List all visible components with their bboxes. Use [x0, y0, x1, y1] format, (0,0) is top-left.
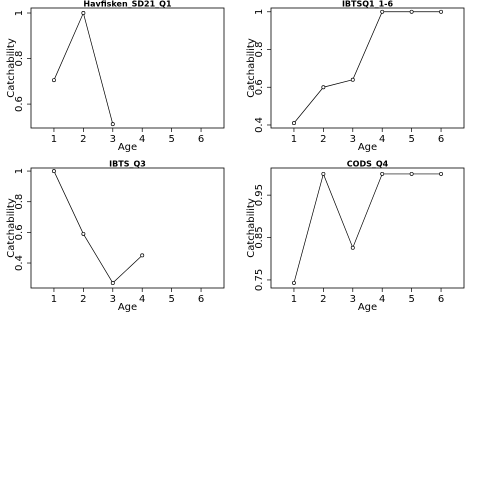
y-tick-label: 0.8 — [254, 42, 265, 58]
data-line — [293, 172, 442, 284]
panel: IBTSQ1_1-6 1 2 3 4 5 6 0.4 0.6 0.8 1 Age Catchabilit… — [246, 0, 465, 153]
panel-title: CODS_Q4 — [347, 160, 389, 169]
x-tick-label: 6 — [438, 294, 444, 305]
plot-box — [270, 7, 465, 129]
x-tick-label: 2 — [320, 294, 326, 305]
x-tick-label: 2 — [80, 294, 86, 305]
y-tick-label: 1 — [14, 10, 25, 16]
data-point — [110, 280, 115, 285]
y-tick-label: 0.8 — [14, 51, 25, 67]
x-tick-label: 1 — [291, 134, 297, 145]
y-tick-label: 0.85 — [254, 226, 265, 248]
x-tick-label: 3 — [350, 294, 356, 305]
y-tick-label: 0.6 — [254, 79, 265, 95]
x-tick-label: 6 — [198, 134, 204, 145]
x-tick-label: 4 — [139, 294, 145, 305]
y-axis-label: Catchability — [246, 198, 257, 258]
data-point — [110, 122, 115, 127]
x-tick-label: 5 — [408, 134, 414, 145]
x-tick-label: 3 — [110, 134, 116, 145]
plot-box — [270, 167, 465, 289]
x-tick-label: 1 — [51, 294, 57, 305]
data-line — [53, 11, 114, 125]
y-tick-label: 0.75 — [254, 269, 265, 291]
y-axis-label: Catchability — [6, 38, 17, 98]
panel-title: IBTS_Q3 — [109, 160, 146, 169]
panel: Havfisken_SD21_Q1 1 2 3 4 5 6 0.6 0.8 1 Age Catchab… — [6, 0, 225, 153]
data-point — [380, 9, 385, 14]
data-point — [81, 11, 86, 15]
panel-title: Havfisken_SD21_Q1 — [83, 0, 172, 9]
data-line — [53, 170, 143, 284]
x-tick-label: 1 — [51, 134, 57, 145]
data-point — [321, 85, 326, 90]
x-tick-label: 2 — [320, 134, 326, 145]
x-axis-label: Age — [118, 142, 137, 153]
panel-title: IBTSQ1_1-6 — [342, 0, 394, 9]
y-tick-label: 0.6 — [14, 96, 25, 112]
x-tick-label: 5 — [168, 134, 174, 145]
data-point — [409, 9, 414, 14]
x-tick-label: 3 — [110, 294, 116, 305]
data-line — [293, 11, 442, 124]
x-axis-label: Age — [358, 142, 377, 153]
data-point — [81, 231, 86, 236]
y-axis-label: Catchability — [246, 38, 257, 98]
data-point — [439, 9, 444, 14]
x-tick-label: 6 — [198, 294, 204, 305]
y-tick-label: 0.4 — [254, 117, 265, 133]
x-tick-label: 2 — [80, 134, 86, 145]
y-tick-label: 0.4 — [14, 255, 25, 271]
data-point — [350, 245, 355, 250]
data-point — [51, 169, 56, 174]
plot-box — [30, 7, 225, 129]
y-tick-label: 1 — [14, 168, 25, 174]
x-tick-label: 3 — [350, 134, 356, 145]
data-point — [350, 77, 355, 82]
x-axis-label: Age — [358, 302, 377, 313]
y-tick-label: 1 — [254, 9, 265, 15]
data-point — [140, 253, 145, 258]
plot-box — [30, 167, 225, 289]
x-tick-label: 6 — [438, 134, 444, 145]
data-point — [439, 171, 444, 176]
y-tick-label: 0.95 — [254, 184, 265, 206]
panel: IBTS_Q3 1 2 3 4 5 6 0.4 0.6 0.8 1 Age Catchability — [6, 160, 225, 313]
x-axis-label: Age — [118, 302, 137, 313]
data-point — [380, 171, 385, 176]
data-point — [321, 171, 326, 176]
y-tick-label: 0.6 — [14, 224, 25, 240]
data-point — [51, 78, 56, 83]
x-tick-label: 5 — [408, 294, 414, 305]
x-tick-label: 4 — [379, 134, 385, 145]
x-tick-label: 1 — [291, 294, 297, 305]
x-tick-label: 5 — [168, 294, 174, 305]
panel: CODS_Q4 1 2 3 4 5 6 0.75 0.85 0.95 Age Catchability — [246, 160, 465, 313]
data-point — [409, 171, 414, 176]
y-tick-label: 0.8 — [14, 194, 25, 210]
x-tick-label: 4 — [379, 294, 385, 305]
data-point — [291, 121, 296, 126]
y-axis-label: Catchability — [6, 198, 17, 258]
data-point — [291, 280, 296, 285]
x-tick-label: 4 — [139, 134, 145, 145]
